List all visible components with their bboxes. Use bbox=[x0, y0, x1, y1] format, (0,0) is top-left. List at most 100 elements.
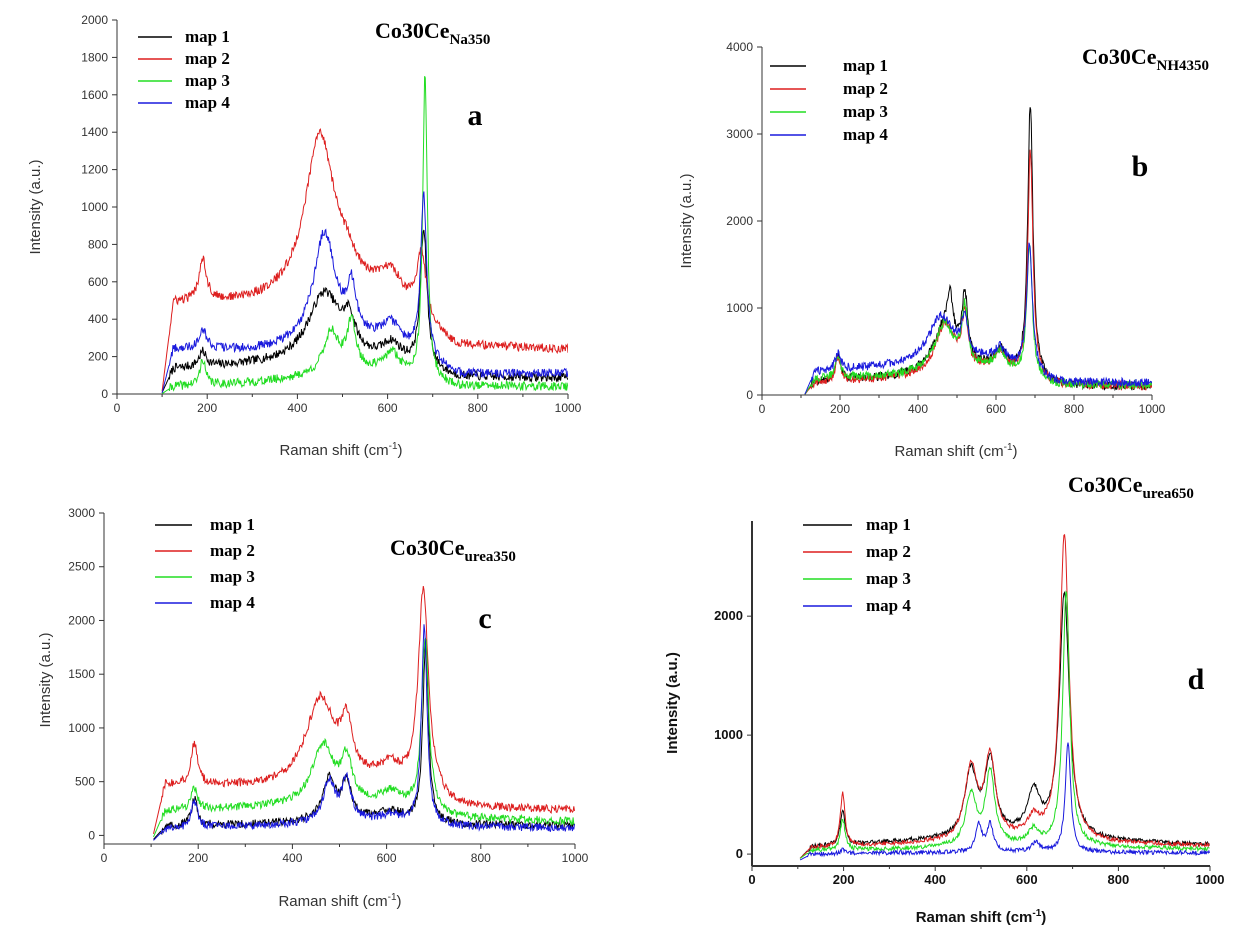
x-tick-label: 200 bbox=[188, 851, 208, 865]
y-tick-label: 2000 bbox=[68, 613, 95, 627]
legend-label: map 4 bbox=[866, 596, 911, 615]
y-tick-label: 1400 bbox=[81, 125, 108, 139]
x-tick-label: 400 bbox=[924, 872, 946, 887]
y-tick-label: 1000 bbox=[81, 200, 108, 214]
y-axis-label: Intensity (a.u.) bbox=[664, 652, 681, 754]
y-tick-label: 1600 bbox=[81, 88, 108, 102]
legend-label: map 3 bbox=[866, 569, 911, 588]
legend-label: map 1 bbox=[866, 515, 911, 534]
series-line-map-2 bbox=[161, 128, 568, 392]
chart-title-sub: urea650 bbox=[1143, 486, 1194, 502]
x-tick-label: 0 bbox=[748, 872, 755, 887]
series-line-map-4 bbox=[161, 191, 568, 394]
y-axis-label: Intensity (a.u.) bbox=[37, 632, 54, 727]
chart-panel-b: 0 200 400 600 800 1000 0 1000 2000 3000 4000 Raman … bbox=[678, 40, 1209, 460]
x-axis-label: Raman shift (cm-1) bbox=[279, 441, 402, 459]
y-tick-label: 1500 bbox=[68, 667, 95, 681]
x-tick-label: 600 bbox=[377, 851, 397, 865]
chart-title: Co30Ceurea650 bbox=[1068, 472, 1194, 502]
x-tick-label: 800 bbox=[468, 401, 488, 415]
chart-title-main: Co30Ce bbox=[1082, 44, 1157, 69]
x-axis-label-sup: -1 bbox=[388, 892, 397, 903]
legend-label: map 3 bbox=[843, 102, 888, 121]
series-line-map-3 bbox=[804, 243, 1152, 395]
x-tick-label: 200 bbox=[830, 402, 850, 416]
x-axis-label: Raman shift (cm-1) bbox=[894, 442, 1017, 460]
y-tick-label: 0 bbox=[101, 387, 108, 401]
x-tick-label: 1000 bbox=[555, 401, 582, 415]
x-axis-label-end: ) bbox=[398, 442, 403, 459]
y-tick-label: 0 bbox=[88, 828, 95, 842]
series-line-map-4 bbox=[804, 242, 1152, 395]
chart-title-sub: Na350 bbox=[450, 32, 491, 48]
x-axis-label-sup: -1 bbox=[1032, 908, 1041, 919]
x-axis-label-main: Raman shift (cm bbox=[894, 443, 1003, 460]
legend-label: map 4 bbox=[185, 93, 230, 112]
y-tick-label: 0 bbox=[746, 388, 753, 402]
x-axis-label-end: ) bbox=[1013, 443, 1018, 460]
y-tick-label: 500 bbox=[75, 775, 95, 789]
series-line-map-1 bbox=[161, 229, 568, 393]
series-line-map-4 bbox=[153, 624, 575, 841]
x-tick-label: 1000 bbox=[562, 851, 589, 865]
legend-label: map 2 bbox=[843, 79, 888, 98]
series-line-map-1 bbox=[799, 591, 1210, 859]
y-tick-label: 0 bbox=[736, 846, 743, 861]
y-tick-label: 1200 bbox=[81, 163, 108, 177]
legend-label: map 2 bbox=[210, 541, 255, 560]
x-tick-label: 400 bbox=[908, 402, 928, 416]
panel-letter: b bbox=[1132, 150, 1149, 183]
chart-panel-a: 0 200 400 600 800 1000 0 200 400 600 800 1000 1200 14… bbox=[27, 13, 582, 459]
x-tick-label: 200 bbox=[197, 401, 217, 415]
chart-panel-d: 0 200 400 600 800 1000 0 1000 2000 Raman shift (c… bbox=[664, 472, 1224, 926]
x-tick-label: 0 bbox=[759, 402, 766, 416]
y-tick-label: 800 bbox=[88, 237, 108, 251]
x-axis-label-main: Raman shift (cm bbox=[279, 442, 388, 459]
y-tick-label: 1000 bbox=[726, 301, 753, 315]
y-tick-label: 1000 bbox=[68, 721, 95, 735]
series-line-map-3 bbox=[161, 76, 568, 395]
y-tick-label: 2000 bbox=[81, 13, 108, 27]
y-tick-label: 200 bbox=[88, 350, 108, 364]
chart-title-sub: urea350 bbox=[465, 549, 516, 565]
chart-title-main: Co30Ce bbox=[390, 535, 465, 560]
series-line-map-4 bbox=[799, 742, 1210, 861]
x-axis-label-sup: -1 bbox=[389, 441, 398, 452]
x-axis-label-main: Raman shift (cm bbox=[916, 909, 1033, 926]
chart-panel-c: 0 200 400 600 800 1000 0 500 1000 1500 2000 2500 300… bbox=[37, 506, 589, 910]
x-tick-label: 200 bbox=[833, 872, 855, 887]
series-line-map-2 bbox=[153, 586, 575, 835]
y-tick-label: 600 bbox=[88, 275, 108, 289]
legend-label: map 4 bbox=[210, 593, 255, 612]
legend-label: map 3 bbox=[185, 71, 230, 90]
x-axis-label-sup: -1 bbox=[1004, 442, 1013, 453]
chart-title-main: Co30Ce bbox=[375, 18, 450, 43]
x-tick-label: 600 bbox=[986, 402, 1006, 416]
x-tick-label: 800 bbox=[471, 851, 491, 865]
x-tick-label: 400 bbox=[287, 401, 307, 415]
panel-letter: c bbox=[478, 602, 491, 635]
y-axis-label: Intensity (a.u.) bbox=[678, 173, 695, 268]
x-axis-label-end: ) bbox=[397, 893, 402, 910]
x-tick-label: 400 bbox=[282, 851, 302, 865]
y-tick-label: 3000 bbox=[726, 127, 753, 141]
y-tick-label: 2000 bbox=[726, 214, 753, 228]
x-tick-label: 800 bbox=[1108, 872, 1130, 887]
chart-title-sub: NH4350 bbox=[1157, 58, 1210, 74]
legend-label: map 2 bbox=[185, 49, 230, 68]
x-axis-label: Raman shift (cm-1) bbox=[916, 908, 1047, 926]
legend-label: map 3 bbox=[210, 567, 255, 586]
chart-title: Co30CeNH4350 bbox=[1082, 44, 1209, 74]
x-tick-label: 0 bbox=[101, 851, 108, 865]
x-tick-label: 600 bbox=[378, 401, 398, 415]
y-tick-label: 400 bbox=[88, 312, 108, 326]
y-axis-label: Intensity (a.u.) bbox=[27, 159, 44, 254]
legend-label: map 1 bbox=[210, 515, 255, 534]
y-tick-label: 1800 bbox=[81, 50, 108, 64]
x-tick-label: 1000 bbox=[1196, 872, 1225, 887]
x-tick-label: 1000 bbox=[1139, 402, 1166, 416]
legend-label: map 4 bbox=[843, 125, 888, 144]
y-tick-label: 4000 bbox=[726, 40, 753, 54]
x-tick-label: 600 bbox=[1016, 872, 1038, 887]
legend-label: map 1 bbox=[185, 27, 230, 46]
